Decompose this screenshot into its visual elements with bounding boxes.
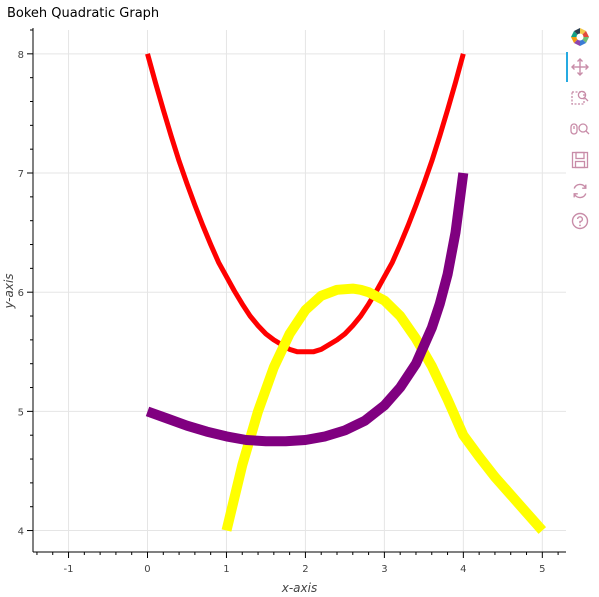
x-tick-label: 5 bbox=[539, 564, 545, 575]
y-tick-label: 8 bbox=[18, 50, 24, 61]
grid bbox=[33, 30, 566, 552]
reset-icon[interactable] bbox=[566, 179, 594, 203]
box-zoom-icon[interactable] bbox=[566, 86, 594, 110]
y-tick-label: 7 bbox=[18, 169, 24, 180]
x-axis-label: x-axis bbox=[281, 581, 317, 595]
bokeh-logo-icon[interactable] bbox=[566, 25, 594, 49]
x-tick-label: 4 bbox=[460, 564, 466, 575]
y-tick-label: 4 bbox=[18, 527, 24, 538]
x-tick-label: 1 bbox=[223, 564, 229, 575]
chart-title: Bokeh Quadratic Graph bbox=[7, 6, 160, 21]
help-icon[interactable] bbox=[566, 209, 594, 233]
x-tick-label: -1 bbox=[64, 564, 74, 575]
save-icon[interactable] bbox=[566, 148, 594, 172]
series-line-2 bbox=[221, 283, 547, 534]
y-axis-label: y-axis bbox=[2, 273, 16, 309]
series-line-1 bbox=[145, 53, 466, 355]
x-tick-label: 0 bbox=[144, 564, 150, 575]
series-line-3 bbox=[145, 172, 469, 447]
y-tick-label: 5 bbox=[18, 407, 24, 418]
x-tick-label: 2 bbox=[302, 564, 308, 575]
x-tick-label: 3 bbox=[381, 564, 387, 575]
axes: -1 0 1 2 3 4 5 4 5 6 7 8 bbox=[18, 28, 566, 575]
y-tick-label: 6 bbox=[18, 288, 24, 299]
series-lines bbox=[145, 53, 547, 534]
pan-icon[interactable] bbox=[566, 55, 594, 79]
active-tool-indicator bbox=[566, 52, 568, 82]
wheel-zoom-icon[interactable] bbox=[566, 117, 594, 141]
